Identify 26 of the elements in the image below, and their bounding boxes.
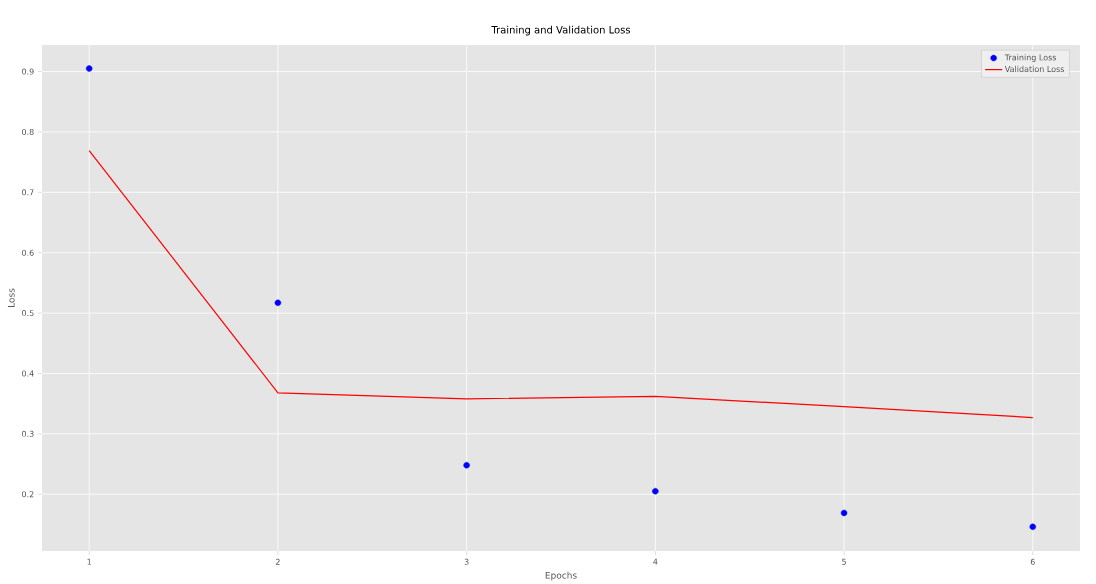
- x-tick-label: 3: [464, 558, 469, 565]
- y-tick-label: 0.6: [22, 249, 34, 256]
- x-tick-label: 5: [842, 558, 846, 565]
- x-tick-label: 6: [1030, 558, 1035, 565]
- point: [85, 65, 93, 72]
- legend-label: Validation Loss: [1004, 65, 1065, 73]
- x-tick-label: 1: [87, 558, 91, 565]
- y-tick-label: 0.7: [22, 189, 34, 196]
- y-axis-title: Loss: [7, 288, 15, 307]
- legend-label: Training Loss: [1004, 54, 1057, 62]
- x-tick-label: 2: [275, 558, 280, 565]
- point: [652, 488, 659, 495]
- y-tick-label: 0.4: [22, 370, 34, 377]
- y-tick-label: 0.9: [22, 68, 34, 75]
- point: [274, 299, 282, 307]
- point: [840, 509, 848, 517]
- x-axis-title: Epochs: [545, 571, 577, 581]
- point: [463, 462, 470, 469]
- y-tick-label: 0.2: [22, 491, 34, 498]
- y-tick-label: 0.3: [22, 430, 34, 437]
- y-tick-label: 0.5: [22, 310, 34, 317]
- line-series: [88, 150, 1034, 419]
- y-tick-label: 0.8: [22, 128, 34, 135]
- point: [1029, 523, 1036, 531]
- chart-title: Training and Validation Loss: [491, 25, 631, 36]
- x-tick-label: 4: [653, 558, 658, 565]
